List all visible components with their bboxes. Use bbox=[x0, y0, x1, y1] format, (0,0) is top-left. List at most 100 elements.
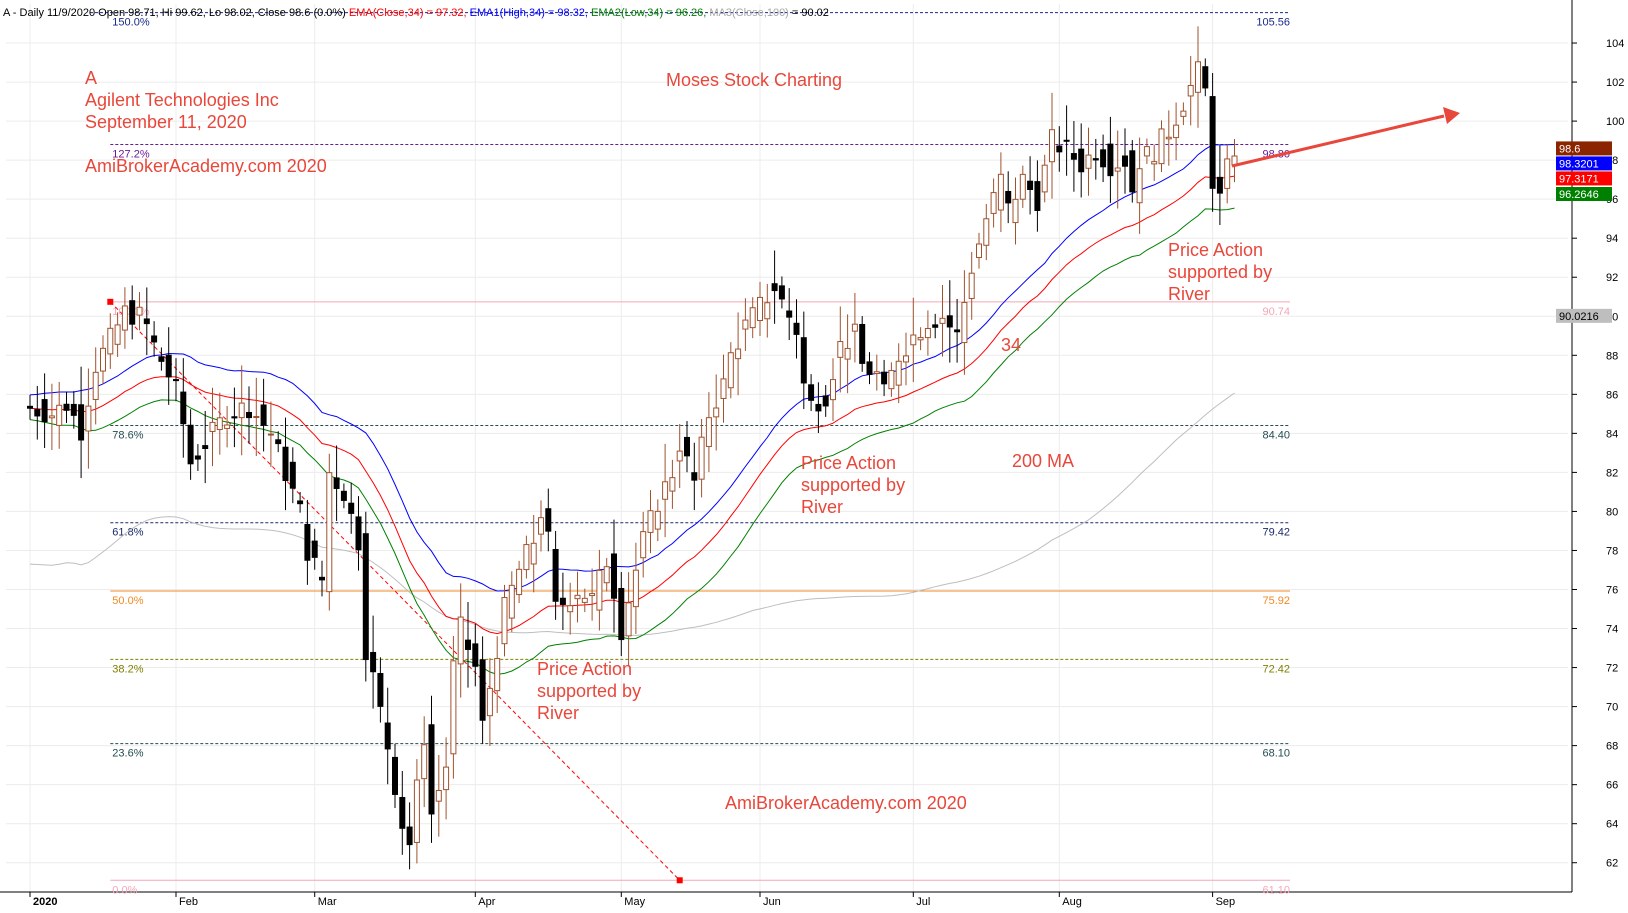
fib-swing-start bbox=[107, 298, 114, 305]
header-ohlc: A - Daily 11/9/2020 Open 98.71, Hi 99.62… bbox=[3, 7, 349, 19]
candle-body bbox=[516, 568, 523, 596]
fib-pct-label: 127.2% bbox=[112, 149, 150, 161]
candle-body bbox=[538, 517, 544, 535]
candle bbox=[545, 488, 552, 552]
candle-body bbox=[647, 510, 654, 533]
candle-body bbox=[654, 510, 661, 530]
y-tick-label: 70 bbox=[1606, 702, 1618, 714]
candle bbox=[684, 421, 690, 473]
candle bbox=[888, 362, 895, 397]
candle-body bbox=[983, 218, 990, 246]
candle bbox=[1005, 171, 1012, 224]
x-tick-label: Feb bbox=[179, 896, 198, 908]
candle bbox=[209, 387, 216, 467]
candle bbox=[822, 385, 829, 417]
candle-body bbox=[764, 302, 771, 320]
ema-close-line bbox=[29, 175, 1235, 635]
candle bbox=[1209, 73, 1216, 212]
candle-body bbox=[238, 402, 245, 419]
candle-body bbox=[48, 415, 55, 419]
candle-body bbox=[625, 602, 632, 637]
candle bbox=[851, 292, 858, 363]
company-label: Agilent Technologies Inc bbox=[85, 90, 279, 110]
candle bbox=[1151, 144, 1158, 181]
y-tick-label: 72 bbox=[1606, 663, 1618, 675]
candle bbox=[187, 409, 194, 480]
candle bbox=[976, 232, 982, 269]
candle-body bbox=[282, 446, 289, 481]
candle-body bbox=[742, 319, 749, 330]
candle bbox=[348, 482, 355, 534]
candle bbox=[165, 327, 172, 405]
candle-body bbox=[1143, 146, 1150, 157]
candle-body bbox=[881, 371, 888, 385]
candle bbox=[472, 623, 479, 687]
candle-body bbox=[370, 651, 377, 673]
candle-body bbox=[917, 337, 924, 341]
candle-body bbox=[749, 307, 756, 329]
arrow-head bbox=[1443, 107, 1460, 124]
candle-body bbox=[56, 404, 63, 426]
candle bbox=[808, 374, 815, 412]
candle-body bbox=[1180, 110, 1187, 117]
candle bbox=[1224, 143, 1231, 204]
candle bbox=[1107, 116, 1114, 203]
candle-body bbox=[932, 324, 939, 328]
candle bbox=[720, 354, 727, 423]
candle bbox=[304, 499, 311, 585]
candle bbox=[742, 298, 749, 351]
label-34: 34 bbox=[1001, 335, 1021, 355]
fib-value-label: 61.10 bbox=[1262, 884, 1290, 896]
candle bbox=[1100, 134, 1107, 183]
pa3-line-3: River bbox=[1168, 284, 1210, 304]
candle-body bbox=[1034, 181, 1041, 211]
candle bbox=[559, 572, 566, 631]
pa2-line-3: River bbox=[801, 497, 843, 517]
candle bbox=[311, 528, 318, 570]
candle-body bbox=[1114, 167, 1121, 172]
x-tick-label: Jul bbox=[916, 896, 930, 908]
y-tick-label: 66 bbox=[1606, 780, 1618, 792]
candle bbox=[377, 657, 384, 723]
candle-body bbox=[421, 744, 428, 780]
candle-body bbox=[662, 481, 669, 500]
candle bbox=[611, 519, 617, 633]
candle-body bbox=[866, 361, 873, 375]
candle bbox=[1034, 160, 1041, 232]
candle bbox=[56, 381, 63, 449]
candle bbox=[326, 453, 333, 611]
candle-body bbox=[92, 371, 99, 400]
candle bbox=[1063, 105, 1070, 176]
candle bbox=[691, 442, 698, 511]
candle-body bbox=[209, 421, 216, 432]
ma-100-line bbox=[29, 392, 1235, 636]
candle-body bbox=[1012, 198, 1019, 224]
axis-badge-text: 98.6 bbox=[1559, 143, 1580, 155]
candle-body bbox=[362, 533, 369, 661]
candle bbox=[100, 335, 106, 385]
candle-body bbox=[143, 318, 150, 325]
axis-badges: 98.6 98.3201 97.3171 96.2646 90.0216 bbox=[1556, 141, 1612, 323]
candle-body bbox=[684, 436, 690, 457]
axis-badge-text: 96.2646 bbox=[1559, 189, 1599, 201]
candle-body bbox=[304, 524, 311, 561]
candle bbox=[735, 312, 742, 396]
candle-body bbox=[523, 544, 530, 571]
fib-value-label: 75.92 bbox=[1262, 595, 1290, 607]
axis-badge: 98.3201 bbox=[1556, 156, 1612, 171]
candle-body bbox=[1173, 124, 1180, 139]
candle-body bbox=[319, 576, 325, 581]
candle-body bbox=[275, 439, 282, 445]
candle-body bbox=[713, 407, 720, 418]
candle bbox=[370, 615, 377, 709]
candle bbox=[830, 358, 836, 421]
candle bbox=[1180, 102, 1187, 126]
candle bbox=[202, 410, 209, 484]
x-tick-label: Jun bbox=[763, 896, 781, 908]
candle-body bbox=[632, 569, 639, 608]
candle-body bbox=[151, 335, 158, 343]
candle bbox=[238, 365, 245, 456]
candle-body bbox=[224, 424, 231, 429]
candle-body bbox=[158, 356, 165, 362]
fib-value-label: 72.42 bbox=[1262, 663, 1290, 675]
